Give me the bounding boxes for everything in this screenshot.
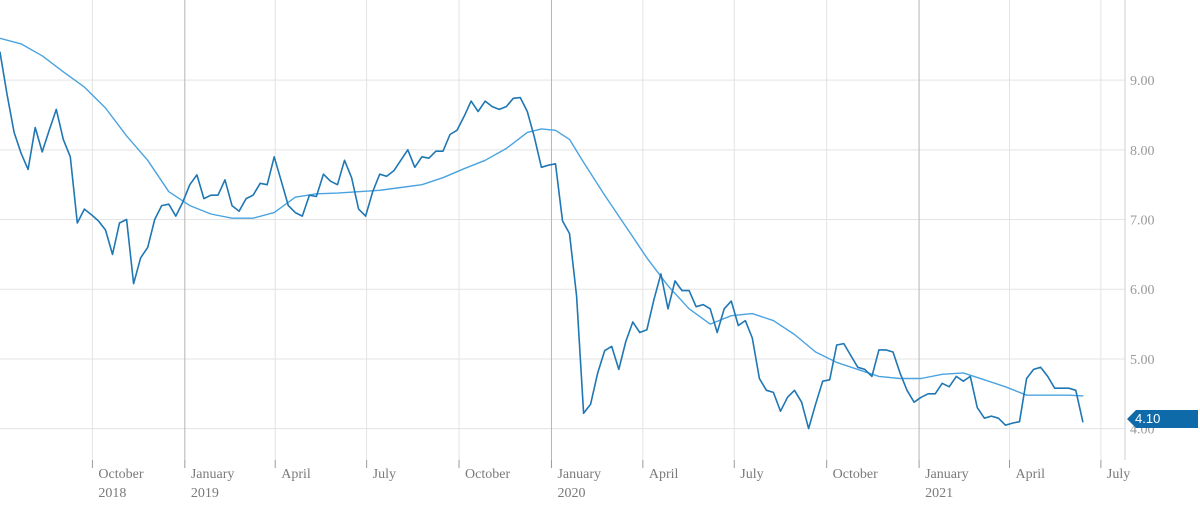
x-tick-label: January (191, 467, 235, 482)
x-tick-label: April (1015, 467, 1045, 482)
y-tick-label: 8.00 (1130, 144, 1155, 159)
horizontal-gridlines (0, 79, 1125, 430)
vertical-gridlines (91, 0, 1102, 468)
x-tick-year-label: 2019 (191, 486, 219, 501)
current-value-badge-shape (1127, 410, 1198, 428)
x-tick-year-label: 2018 (98, 486, 126, 501)
x-tick-label: January (925, 467, 969, 482)
y-axis-tick-labels: 4.005.006.007.008.009.00 (1130, 74, 1155, 437)
x-tick-label: July (740, 467, 763, 482)
x-tick-year-label: 2020 (557, 486, 585, 501)
x-tick-label: October (833, 467, 878, 482)
x-tick-label: July (373, 467, 396, 482)
x-tick-label: October (98, 467, 143, 482)
x-tick-label: January (557, 467, 601, 482)
y-tick-label: 6.00 (1130, 283, 1155, 298)
series-line-weekly (0, 51, 1084, 430)
series-lines (0, 37, 1084, 430)
x-tick-label: April (649, 467, 679, 482)
x-tick-year-label: 2021 (925, 486, 953, 501)
x-tick-label: July (1107, 467, 1130, 482)
y-tick-label: 9.00 (1130, 74, 1155, 89)
x-axis-tick-labels: October 2018 January 2019 April July October Ja… (98, 467, 1130, 501)
y-tick-label: 7.00 (1130, 214, 1155, 229)
current-value-label: 4.10 (1135, 411, 1160, 426)
series-line-average (0, 37, 1084, 397)
x-tick-label: October (465, 467, 510, 482)
x-tick-label: April (281, 467, 311, 482)
current-value-badge: 4.10 (1127, 410, 1198, 428)
y-tick-label: 5.00 (1130, 353, 1155, 368)
